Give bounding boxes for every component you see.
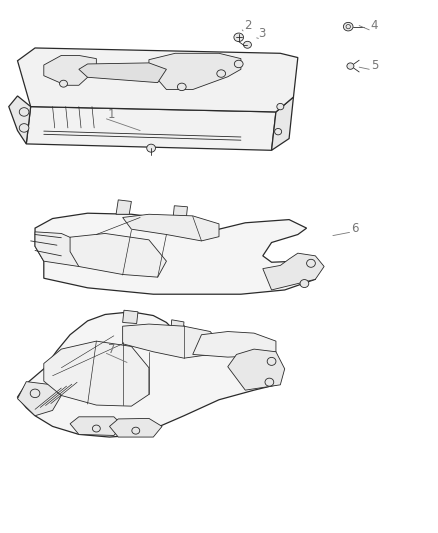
Polygon shape bbox=[123, 324, 219, 358]
Polygon shape bbox=[35, 213, 315, 294]
Ellipse shape bbox=[30, 389, 40, 398]
Polygon shape bbox=[272, 97, 293, 150]
Polygon shape bbox=[79, 63, 166, 83]
Polygon shape bbox=[149, 53, 241, 90]
Polygon shape bbox=[26, 107, 276, 150]
Text: 1: 1 bbox=[108, 108, 116, 121]
Ellipse shape bbox=[300, 279, 309, 288]
Polygon shape bbox=[110, 418, 162, 437]
Text: 3: 3 bbox=[258, 27, 265, 40]
Polygon shape bbox=[228, 349, 285, 390]
Polygon shape bbox=[171, 320, 184, 334]
Ellipse shape bbox=[92, 425, 100, 432]
Ellipse shape bbox=[19, 124, 29, 132]
Ellipse shape bbox=[267, 357, 276, 366]
Text: 5: 5 bbox=[371, 59, 378, 71]
Ellipse shape bbox=[244, 42, 251, 48]
Polygon shape bbox=[116, 200, 131, 214]
Polygon shape bbox=[123, 214, 219, 241]
Polygon shape bbox=[18, 382, 61, 416]
Ellipse shape bbox=[234, 60, 243, 68]
Ellipse shape bbox=[307, 260, 315, 268]
Polygon shape bbox=[173, 206, 187, 220]
Text: 2: 2 bbox=[244, 19, 251, 32]
Ellipse shape bbox=[343, 22, 353, 31]
Ellipse shape bbox=[265, 378, 274, 386]
Text: 6: 6 bbox=[351, 222, 359, 235]
Polygon shape bbox=[123, 310, 138, 324]
Ellipse shape bbox=[19, 108, 29, 116]
Polygon shape bbox=[18, 48, 298, 112]
Text: 7: 7 bbox=[108, 343, 116, 356]
Polygon shape bbox=[44, 341, 149, 406]
Ellipse shape bbox=[147, 144, 155, 152]
Ellipse shape bbox=[275, 128, 282, 135]
Ellipse shape bbox=[234, 33, 244, 42]
Polygon shape bbox=[70, 233, 166, 277]
Polygon shape bbox=[263, 253, 324, 290]
Ellipse shape bbox=[177, 83, 186, 91]
Polygon shape bbox=[35, 232, 96, 266]
Polygon shape bbox=[70, 417, 123, 435]
Ellipse shape bbox=[347, 63, 354, 69]
Polygon shape bbox=[9, 96, 31, 144]
Polygon shape bbox=[193, 332, 276, 357]
Ellipse shape bbox=[217, 70, 226, 77]
Text: 4: 4 bbox=[371, 19, 378, 32]
Ellipse shape bbox=[132, 427, 140, 434]
Ellipse shape bbox=[60, 80, 67, 87]
Polygon shape bbox=[18, 312, 280, 437]
Ellipse shape bbox=[277, 103, 284, 110]
Polygon shape bbox=[44, 55, 96, 85]
